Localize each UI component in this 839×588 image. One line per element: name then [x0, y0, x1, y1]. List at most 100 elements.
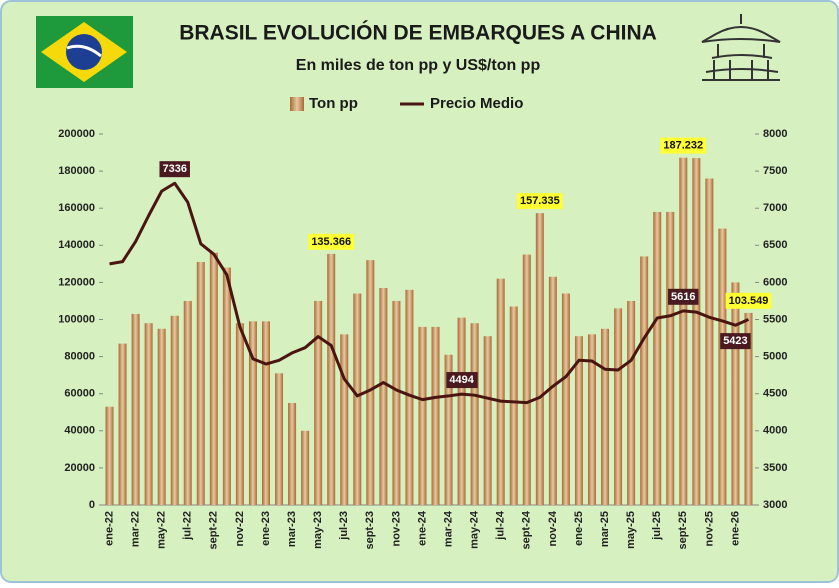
legend-label: Ton pp: [309, 95, 358, 112]
x-tick-label: jul-23: [338, 511, 350, 541]
data-label-text: 4494: [449, 374, 474, 386]
y2-tick-label: 4000: [763, 425, 787, 437]
bar: [536, 213, 544, 505]
bar: [614, 308, 622, 505]
bar: [288, 403, 296, 505]
bar: [458, 318, 466, 505]
bar: [562, 294, 570, 505]
x-tick-label: sept-25: [677, 511, 689, 550]
y2-tick-label: 5000: [763, 351, 787, 363]
y-tick-label: 0: [89, 499, 95, 511]
chart: BRASIL EVOLUCIÓN DE EMBARQUES A CHINA En…: [0, 0, 839, 583]
x-tick-label: sept-24: [521, 510, 533, 549]
x-tick-label: ene-25: [573, 511, 585, 546]
bar: [653, 212, 661, 505]
data-label: 7336: [159, 161, 189, 177]
bar: [353, 294, 361, 505]
y2-tick-label: 8000: [763, 128, 787, 140]
bar: [379, 288, 387, 505]
data-label: 103.549: [726, 293, 772, 309]
x-tick-label: nov-25: [703, 511, 715, 546]
legend-label: Precio Medio: [430, 95, 523, 112]
bar: [340, 334, 348, 505]
bar: [523, 255, 531, 505]
x-tick-label: ene-23: [260, 511, 272, 546]
y-tick-label: 80000: [64, 351, 95, 363]
y2-tick-label: 6000: [763, 276, 787, 288]
y-tick-label: 40000: [64, 425, 95, 437]
bar: [197, 262, 205, 505]
bar: [731, 282, 739, 505]
y2-tick-label: 3500: [763, 462, 787, 474]
y2-tick-label: 7000: [763, 202, 787, 214]
bar: [262, 321, 270, 505]
x-tick-label: ene-26: [729, 511, 741, 546]
bar: [484, 336, 492, 505]
bar: [549, 277, 557, 505]
bar: [640, 256, 648, 505]
data-label: 4494: [446, 372, 477, 388]
page: {"chart_data": { "type": "bar-line", "ti…: [0, 0, 839, 588]
bar: [236, 323, 244, 505]
bar: [718, 229, 726, 505]
data-label-text: 187.232: [663, 140, 703, 152]
x-tick-label: ene-22: [103, 511, 115, 546]
bar: [418, 327, 426, 505]
data-label: 187.232: [660, 138, 706, 154]
x-tick-label: nov-22: [234, 511, 246, 546]
bar: [171, 316, 179, 505]
data-label: 5616: [668, 289, 698, 305]
bar: [314, 301, 322, 505]
data-label: 135.366: [308, 234, 354, 250]
x-tick-label: may-25: [625, 511, 637, 549]
bar: [132, 314, 140, 505]
x-tick-label: sept-23: [364, 511, 376, 550]
bar: [275, 373, 283, 505]
y-tick-label: 120000: [58, 276, 95, 288]
data-label-text: 103.549: [729, 295, 769, 307]
y-tick-label: 160000: [58, 202, 95, 214]
x-tick-label: mar-25: [599, 511, 611, 547]
bar: [705, 179, 713, 505]
data-label-text: 5423: [723, 335, 747, 347]
bar: [627, 301, 635, 505]
bar: [471, 323, 479, 505]
data-label: 5423: [720, 333, 750, 349]
bar: [184, 301, 192, 505]
bar: [601, 329, 609, 505]
x-tick-label: nov-23: [390, 511, 402, 546]
data-label-text: 157.335: [520, 195, 560, 207]
y2-tick-label: 6500: [763, 239, 787, 251]
x-tick-label: jul-25: [651, 511, 663, 541]
chart-subtitle: En miles de ton pp y US$/ton pp: [296, 57, 541, 74]
chart-title: BRASIL EVOLUCIÓN DE EMBARQUES A CHINA: [179, 21, 657, 45]
bar: [392, 301, 400, 505]
y-tick-label: 180000: [58, 165, 95, 177]
y-tick-label: 20000: [64, 462, 95, 474]
y-tick-label: 100000: [58, 313, 95, 325]
bar: [158, 329, 166, 505]
bar: [692, 158, 700, 505]
flag-icon: [36, 16, 133, 88]
bar: [510, 307, 518, 505]
x-tick-label: may-24: [469, 510, 481, 549]
x-tick-label: mar-22: [130, 511, 142, 547]
y2-tick-label: 3000: [763, 499, 787, 511]
bar: [119, 344, 127, 505]
bar: [106, 407, 114, 505]
bar: [327, 254, 335, 505]
bar: [210, 253, 218, 505]
data-label-text: 135.366: [311, 236, 351, 248]
x-tick-label: ene-24: [416, 510, 428, 546]
data-label: 157.335: [517, 193, 563, 209]
x-tick-label: jul-24: [495, 510, 507, 541]
bar: [145, 323, 153, 505]
y2-tick-label: 7500: [763, 165, 787, 177]
y2-tick-label: 5500: [763, 313, 787, 325]
data-label-text: 7336: [162, 163, 186, 175]
y-tick-label: 200000: [58, 128, 95, 140]
bar: [666, 212, 674, 505]
x-tick-label: mar-24: [442, 510, 454, 547]
bar: [366, 260, 374, 505]
x-tick-label: may-22: [156, 511, 168, 549]
